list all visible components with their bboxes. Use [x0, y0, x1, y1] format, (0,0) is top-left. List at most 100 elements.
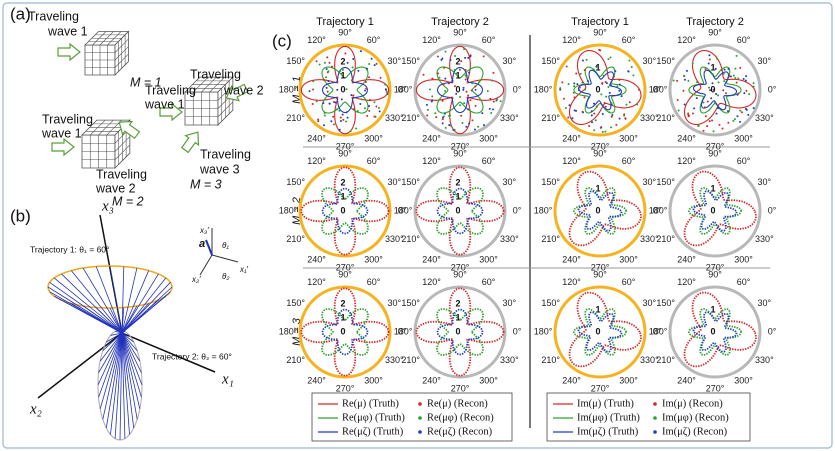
recon-dot	[377, 106, 380, 109]
recon-dot	[704, 68, 707, 71]
angle-label: 30°	[758, 56, 772, 66]
recon-dot	[609, 84, 612, 87]
angle-label: 150°	[286, 298, 305, 308]
recon-dot	[583, 69, 586, 72]
polar-curve	[568, 291, 642, 368]
recon-dot	[426, 108, 429, 111]
recon-dot	[628, 59, 631, 62]
polar-curve	[572, 187, 627, 235]
radial-label: 1	[455, 70, 460, 80]
recon-dot	[327, 70, 330, 73]
recon-dot	[438, 76, 441, 79]
recon-dot	[468, 71, 471, 74]
polar-curve	[568, 50, 642, 125]
ray	[110, 332, 123, 435]
recon-dot	[734, 76, 737, 79]
ray	[95, 266, 123, 334]
polar-curve	[436, 187, 484, 235]
recon-dot	[368, 76, 371, 79]
angle-label: 270°	[591, 141, 610, 151]
recon-dot	[467, 108, 470, 111]
polar-ring	[298, 164, 392, 258]
inset-label: θ₂	[222, 272, 229, 281]
angle-label: 210°	[286, 234, 305, 244]
angle-label: 0°	[513, 84, 522, 94]
polar-curve	[321, 66, 369, 114]
recon-dot	[460, 60, 463, 63]
angle-label: 210°	[401, 234, 420, 244]
ray	[49, 281, 123, 334]
inset-axis	[211, 254, 239, 263]
angle-label: 240°	[562, 255, 581, 265]
recon-dot	[342, 118, 345, 121]
recon-dot	[727, 67, 730, 70]
radial-label: 0	[455, 205, 460, 215]
recon-dot	[385, 90, 388, 93]
panel-a-text: Traveling	[96, 167, 147, 181]
recon-dot	[707, 62, 710, 65]
recon-dot	[573, 96, 576, 99]
recon-dot	[352, 57, 355, 60]
angle-label: 0°	[768, 84, 777, 94]
recon-dot	[605, 95, 608, 98]
panel-a-text: wave 2	[95, 181, 136, 195]
recon-dot	[614, 70, 617, 73]
axis	[121, 332, 216, 373]
recon-dot	[594, 119, 597, 122]
recon-dot	[368, 109, 371, 112]
angle-label: 330°	[385, 234, 404, 244]
recon-dot	[739, 66, 742, 69]
recon-dot	[578, 86, 581, 89]
recon-dot	[345, 111, 348, 114]
angle-label: 150°	[401, 177, 420, 187]
recon-dot	[691, 62, 694, 65]
legend-dot	[653, 402, 657, 406]
recon-dot	[453, 85, 456, 88]
angle-label: 120°	[562, 277, 581, 287]
angle-label: 30°	[388, 56, 402, 66]
recon-dot	[573, 85, 576, 88]
radial-label: 1	[710, 304, 715, 314]
ray	[82, 267, 123, 334]
angle-label: 180°	[279, 205, 298, 215]
angle-label: 60°	[622, 35, 636, 45]
recon-dot	[616, 85, 619, 88]
angle-label: 300°	[619, 376, 638, 386]
recon-dot	[482, 55, 485, 58]
recon-dot	[737, 77, 740, 80]
polar-curve	[688, 66, 742, 114]
angle-label: 90°	[708, 27, 722, 37]
recon-dot	[369, 98, 372, 101]
recon-dot	[564, 107, 567, 110]
panel-a-text: M = 2	[112, 194, 144, 208]
recon-dot	[444, 126, 447, 129]
recon-dot	[437, 72, 440, 75]
angle-label: 120°	[562, 35, 581, 45]
recon-dot	[682, 89, 685, 92]
polar-curve	[300, 166, 390, 256]
recon-dot	[339, 119, 342, 122]
angle-label: 300°	[479, 134, 498, 144]
recon-dot	[581, 81, 584, 84]
ray	[114, 332, 123, 439]
recon-dot	[695, 81, 698, 84]
angle-label: 120°	[307, 277, 326, 287]
ray	[102, 332, 123, 352]
recon-dot	[346, 61, 349, 64]
trajectory-label: Trajectory 2: θ₂ = 60°	[152, 351, 232, 361]
angle-label: 330°	[755, 113, 774, 123]
recon-dot	[322, 124, 325, 127]
angle-label: 30°	[503, 56, 517, 66]
angle-label: 270°	[706, 383, 725, 393]
panel-a-text: wave 1	[144, 97, 185, 111]
ray	[119, 332, 123, 441]
recon-dot	[572, 91, 575, 94]
recon-dot	[683, 78, 686, 81]
angle-label: 150°	[401, 56, 420, 66]
recon-dot	[687, 115, 690, 118]
recon-dot	[356, 110, 359, 113]
recon-dot	[431, 95, 434, 98]
recon-dot	[708, 54, 711, 57]
recon-dot	[612, 75, 615, 78]
recon-dot	[332, 123, 335, 126]
